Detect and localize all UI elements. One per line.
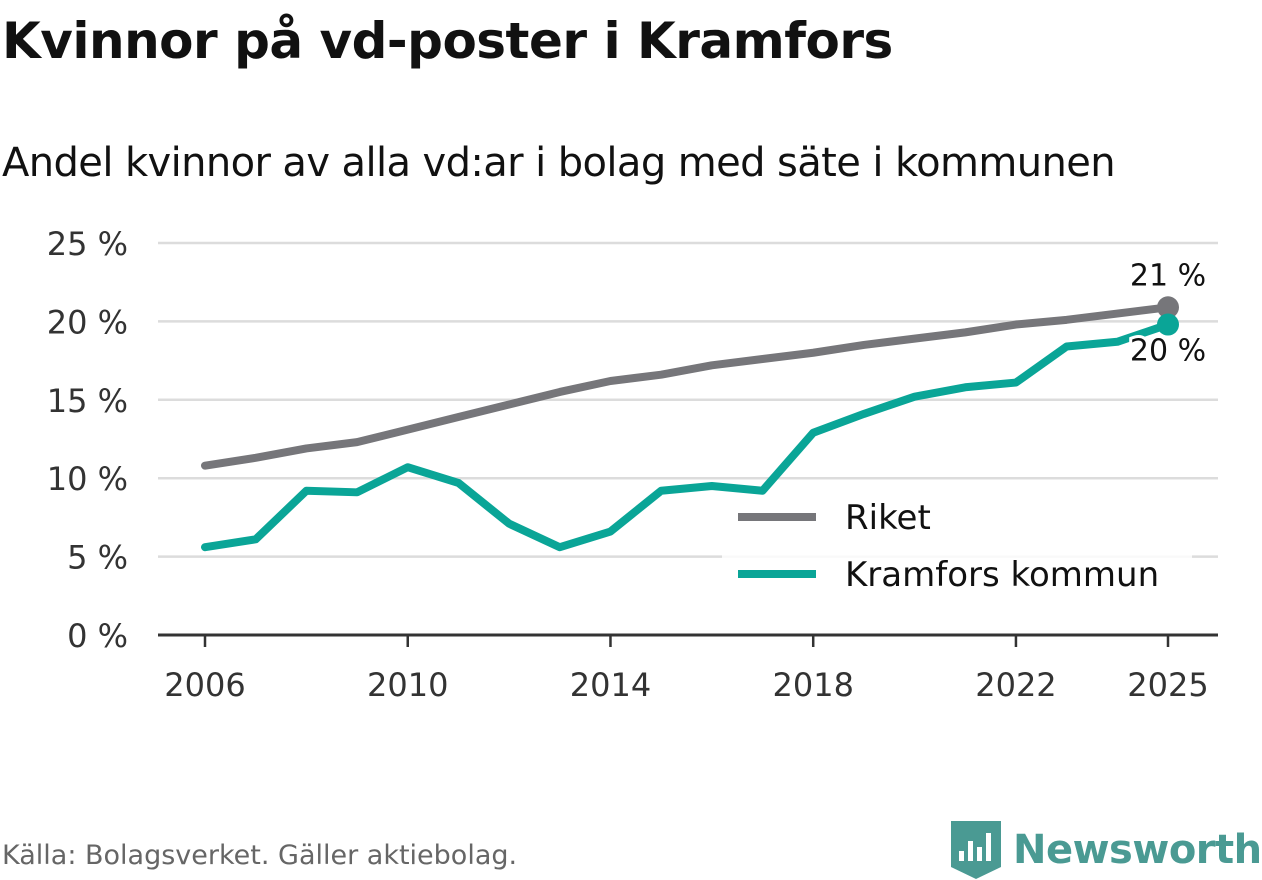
end-dot-kramfors: [1157, 313, 1179, 336]
brand-name: Newsworthy: [1013, 827, 1262, 873]
y-axis-labels: 0 % 5 % 10 % 15 % 20 % 25 %: [47, 225, 128, 655]
legend: Riket Kramfors kommun: [722, 496, 1192, 595]
brand-logo: Newsworthy: [951, 820, 1262, 880]
end-label-kramfors: 20 %: [1130, 334, 1206, 369]
legend-label: Riket: [845, 498, 931, 538]
y-tick-label: 15 %: [47, 382, 128, 420]
line-chart: 0 %5 %10 %15 %20 %25 % 2006 2010 2014 2018 2…: [47, 225, 1218, 704]
end-label-riket: 21 %: [1130, 258, 1206, 293]
x-tick-label: 2022: [975, 666, 1056, 704]
newsworthy-logo-icon: [951, 821, 1001, 879]
x-tick-label: 2018: [772, 666, 853, 704]
legend-label: Kramfors kommun: [845, 555, 1159, 595]
chart-subtitle: Andel kvinnor av alla vd:ar i bolag med …: [2, 140, 1116, 186]
y-tick-label: 10 %: [47, 460, 128, 498]
y-tick-label: 0 %: [67, 617, 128, 655]
end-dot-riket: [1157, 296, 1179, 319]
chart-title: Kvinnor på vd-poster i Kramfors: [2, 12, 893, 70]
series-line-riket: [201, 303, 1172, 470]
x-tick-label: 2014: [570, 666, 651, 704]
y-tick-label: 25 %: [47, 225, 128, 263]
y-tick-label: 5 %: [67, 539, 128, 577]
end-labels: 21 % 20 %: [1127, 255, 1209, 371]
x-tick-label: 2025: [1127, 666, 1208, 704]
y-tick-label: 20 %: [47, 303, 128, 341]
series-lines: [201, 303, 1172, 552]
x-tick-label: 2010: [367, 666, 448, 704]
source-note: Källa: Bolagsverket. Gäller aktiebolag.: [2, 840, 518, 871]
x-axis: 2006 2010 2014 2018 2022 2025: [158, 633, 1218, 704]
series-line-kramfors: [201, 320, 1172, 552]
x-tick-label: 2006: [164, 666, 245, 704]
